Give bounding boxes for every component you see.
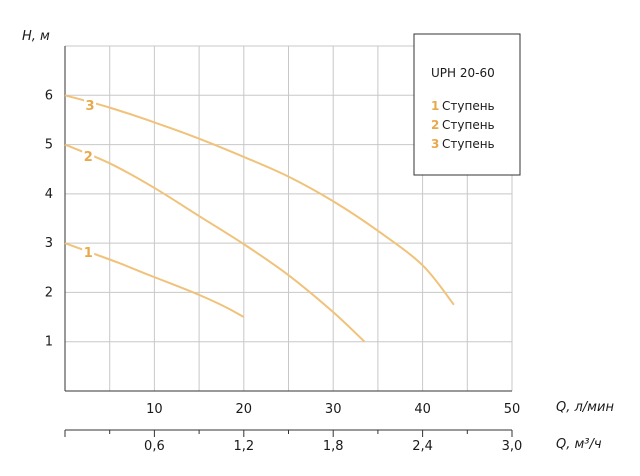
legend-entry-num: 2 [431, 118, 439, 132]
x2-tick-label: 1,2 [233, 439, 254, 454]
legend-box [413, 33, 521, 176]
series-line-3 [64, 94, 455, 306]
legend-entry-text: Ступень [442, 99, 495, 113]
x2-tick-label: 3,0 [502, 439, 523, 454]
legend-entry-num: 3 [431, 137, 439, 151]
series-label-bg [82, 246, 95, 260]
legend-entry-2: 2 Ступень [431, 118, 495, 132]
legend-entry-text: Ступень [442, 118, 495, 132]
legend-entry-text: Ступень [442, 137, 495, 151]
series-label-3: 3 [86, 99, 95, 114]
y-axis-title: H, м [22, 29, 50, 44]
x-tick-label: 30 [325, 402, 342, 417]
x2-axis-title: Q, м³/ч [556, 437, 602, 452]
series-line-2 [64, 143, 366, 343]
x2-tick-label: 2,4 [412, 439, 433, 454]
y-tick-label: 3 [45, 236, 53, 251]
series-layer [64, 94, 455, 343]
series-label-1: 1 [84, 246, 93, 261]
legend-title: UPH 20-60 [431, 66, 495, 80]
legend: UPH 20-60 1 Ступень 2 Ступень 3 Ступень [413, 33, 521, 176]
x-tick-label: 40 [414, 402, 431, 417]
x-tick-label: 50 [504, 402, 521, 417]
y-tick-label: 4 [45, 187, 53, 202]
series-label-bg [82, 149, 95, 164]
legend-entry-num: 1 [431, 99, 439, 113]
x-tick-label: 20 [236, 402, 253, 417]
series-label-bg [84, 99, 97, 114]
y-tick-label: 2 [45, 285, 53, 300]
legend-entry-3: 3 Ступень [431, 137, 495, 151]
y-tick-label: 6 [45, 88, 53, 103]
axes: 1 2 3 4 5 6 10 20 30 40 50 0,6 1,2 1,8 2,4 3,0 [45, 46, 523, 454]
labels-layer: 1 2 3 [82, 99, 97, 261]
x-tick-label: 10 [146, 402, 163, 417]
legend-entry-1: 1 Ступень [431, 99, 495, 113]
grid [65, 45, 513, 391]
x-axis-title: Q, л/мин [556, 400, 614, 415]
x2-tick-label: 1,8 [323, 439, 344, 454]
series-label-2: 2 [84, 150, 93, 165]
y-tick-label: 1 [45, 335, 53, 350]
x2-tick-label: 0,6 [144, 439, 165, 454]
y-tick-label: 5 [45, 138, 53, 153]
